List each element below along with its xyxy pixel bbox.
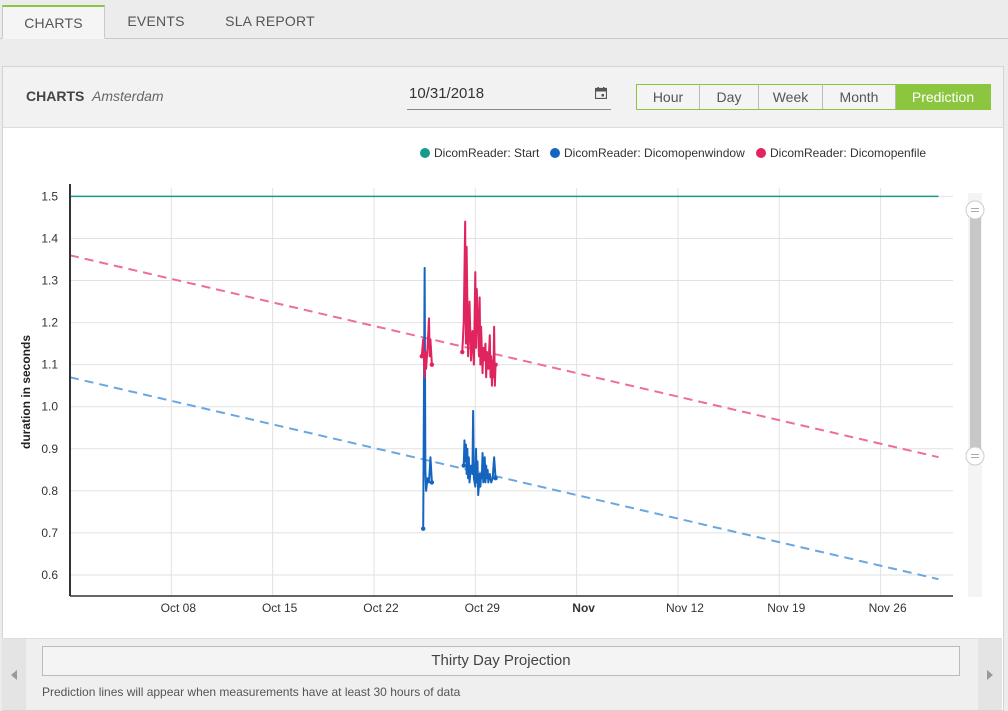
calendar-icon[interactable]	[595, 87, 607, 99]
legend-marker	[550, 148, 560, 158]
y-tick-label: 0.7	[41, 526, 58, 540]
panel-title: CHARTS	[26, 88, 85, 104]
zoom-range[interactable]	[970, 210, 981, 456]
thirty-day-projection-button[interactable]: Thirty Day Projection	[42, 646, 960, 676]
chevron-right-icon	[987, 670, 993, 680]
tab-events[interactable]: EVENTS	[106, 5, 206, 37]
y-tick-label: 1.4	[41, 231, 58, 245]
scroll-left-button[interactable]	[2, 639, 26, 710]
series-point	[429, 480, 435, 485]
y-axis-label: duration in seconds	[19, 335, 33, 449]
y-tick-label: 0.8	[41, 484, 58, 498]
period-selector: Hour Day Week Month Prediction	[636, 84, 991, 110]
projection-label: Thirty Day Projection	[431, 652, 571, 669]
duration-chart: DicomReader: Start DicomReader: Dicomopen…	[19, 146, 985, 615]
series-line	[461, 220, 497, 387]
series-point	[493, 362, 498, 367]
series-point	[429, 362, 435, 367]
chevron-left-icon	[11, 670, 17, 680]
y-tick-label: 0.6	[41, 568, 58, 582]
x-tick-label: Oct 15	[262, 601, 298, 615]
series-point	[460, 349, 465, 355]
panel-header: CHARTS Amsterdam 10/31/2018 Hour Day Wee…	[3, 67, 1003, 128]
location-name: Amsterdam	[92, 88, 164, 104]
period-hour-label: Hour	[652, 89, 684, 105]
x-tick-label: Nov	[572, 601, 595, 615]
period-month-button[interactable]: Month	[823, 85, 896, 109]
x-tick-label: Oct 08	[161, 601, 197, 615]
y-tick-label: 1.0	[41, 400, 58, 414]
y-tick-label: 1.2	[41, 316, 58, 330]
legend-label: DicomReader: Dicomopenwindow	[564, 146, 745, 160]
legend-marker	[420, 148, 430, 158]
chart-series	[70, 195, 939, 531]
x-tick-label: Oct 22	[363, 601, 399, 615]
scroll-right-button[interactable]	[978, 639, 1002, 710]
period-week-label: Week	[772, 89, 809, 105]
zoom-handle[interactable]	[965, 200, 985, 220]
period-hour-button[interactable]: Hour	[637, 85, 700, 109]
prediction-note: Prediction lines will appear when measur…	[42, 685, 461, 699]
series-line	[422, 266, 433, 529]
x-tick-label: Nov 26	[869, 601, 907, 615]
date-picker[interactable]: 10/31/2018	[407, 81, 611, 110]
tab-sla-report[interactable]: SLA REPORT	[210, 5, 330, 37]
charts-panel: CHARTS Amsterdam 10/31/2018 Hour Day Wee…	[2, 66, 1004, 711]
series-point	[461, 463, 466, 468]
series-point	[421, 526, 426, 531]
tab-sla-report-label: SLA REPORT	[225, 13, 315, 29]
period-month-label: Month	[839, 89, 879, 105]
period-week-button[interactable]: Week	[759, 85, 823, 109]
series-point	[419, 354, 424, 359]
prediction-line	[69, 376, 939, 581]
period-day-label: Day	[716, 89, 742, 105]
bottom-bar: Thirty Day Projection Prediction lines w…	[2, 638, 1002, 710]
y-tick-label: 1.5	[41, 189, 58, 203]
y-tick-label: 0.9	[41, 442, 58, 456]
y-tick-label: 1.1	[41, 358, 58, 372]
series-line	[420, 317, 433, 379]
x-tick-label: Nov 12	[666, 601, 704, 615]
period-prediction-button[interactable]: Prediction	[896, 85, 990, 109]
legend-marker	[756, 148, 766, 158]
x-tick-label: Oct 29	[465, 601, 501, 615]
y-tick-label: 1.3	[41, 274, 58, 288]
tab-charts[interactable]: CHARTS	[2, 5, 105, 39]
chart-grid	[70, 188, 953, 596]
prediction-lines	[69, 254, 939, 581]
prediction-line	[69, 254, 939, 459]
series-line	[462, 409, 497, 497]
period-day-button[interactable]: Day	[700, 85, 759, 109]
x-tick-label: Nov 19	[767, 601, 805, 615]
series-point	[493, 476, 498, 481]
zoom-handle[interactable]	[965, 446, 985, 466]
legend-label: DicomReader: Start	[434, 146, 540, 160]
tab-events-label: EVENTS	[127, 13, 185, 29]
period-prediction-label: Prediction	[911, 89, 975, 105]
date-value: 10/31/2018	[409, 85, 485, 102]
tab-bar: CHARTS EVENTS SLA REPORT	[0, 0, 1008, 39]
tab-charts-label: CHARTS	[24, 15, 83, 31]
chart-legend: DicomReader: Start DicomReader: Dicomopen…	[420, 146, 926, 160]
chart-axes: 0.6 0.7 0.8 0.9 1.0 1.1 1.2 1.3 1.4 1.5 Oct 08 Oct …	[19, 184, 953, 615]
zoom-slider[interactable]	[965, 193, 985, 597]
legend-label: DicomReader: Dicomopenfile	[770, 146, 926, 160]
